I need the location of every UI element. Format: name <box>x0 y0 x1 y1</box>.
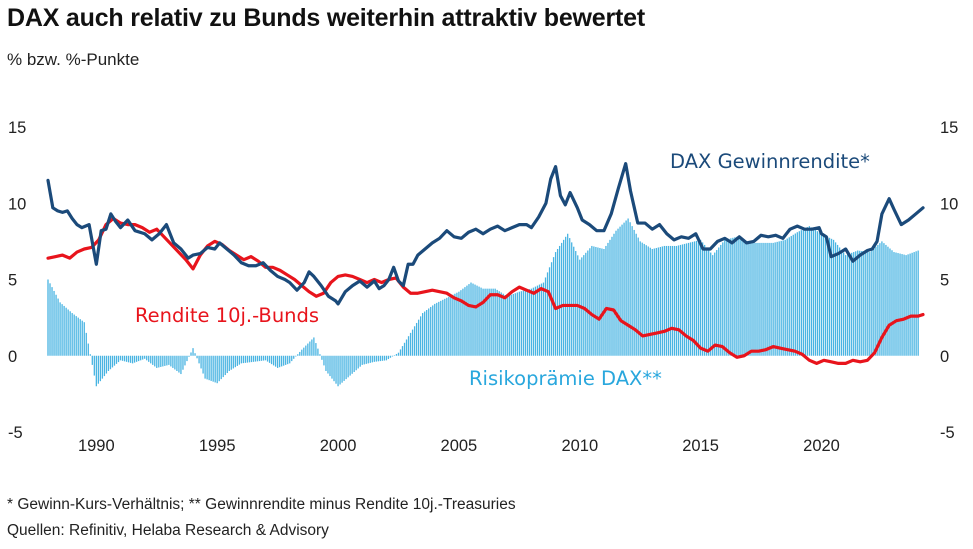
series-lines <box>46 162 925 365</box>
x-tick-label: 2000 <box>320 437 357 455</box>
series-labels: DAX Gewinnrendite* Rendite 10j.-Bunds Ri… <box>135 150 870 390</box>
y-tick-label-left: 15 <box>8 119 26 137</box>
chart-subtitle: % bzw. %-Punkte <box>7 50 140 69</box>
chart-source: Quellen: Refinitiv, Helaba Research & Ad… <box>7 522 329 539</box>
chart-footnote: * Gewinn-Kurs-Verhältnis; ** Gewinnrendi… <box>7 496 516 513</box>
chart-title: DAX auch relativ zu Bunds weiterhin attr… <box>7 4 645 32</box>
x-tick-label: 2005 <box>441 437 478 455</box>
dax-series-line <box>46 162 925 306</box>
x-tick-label: 2010 <box>561 437 598 455</box>
y-tick-label-right: -5 <box>940 424 955 442</box>
y-tick-label-left: 5 <box>8 272 17 290</box>
x-tick-label: 2015 <box>682 437 719 455</box>
bunds-series-line <box>46 216 925 365</box>
x-tick-label: 2020 <box>803 437 840 455</box>
y-tick-label-left: 0 <box>8 348 17 366</box>
x-tick-label: 1990 <box>78 437 115 455</box>
y-tick-label-left: 10 <box>8 195 26 213</box>
risk-premium-bars <box>47 218 919 387</box>
y-tick-label-left: -5 <box>8 424 23 442</box>
risk-series-label: Risikoprämie DAX** <box>469 367 662 390</box>
y-tick-label-right: 0 <box>940 348 949 366</box>
y-tick-label-right: 15 <box>940 119 958 137</box>
y-tick-label-right: 10 <box>940 195 958 213</box>
axes: 15 15 10 10 5 5 0 0 -5 -5 1990 1995 2000 2005 2010 2015… <box>8 119 958 455</box>
y-tick-label-right: 5 <box>940 272 949 290</box>
x-tick-label: 1995 <box>199 437 236 455</box>
dax-series-label: DAX Gewinnrendite* <box>670 150 870 173</box>
bunds-series-label: Rendite 10j.-Bunds <box>135 304 319 327</box>
